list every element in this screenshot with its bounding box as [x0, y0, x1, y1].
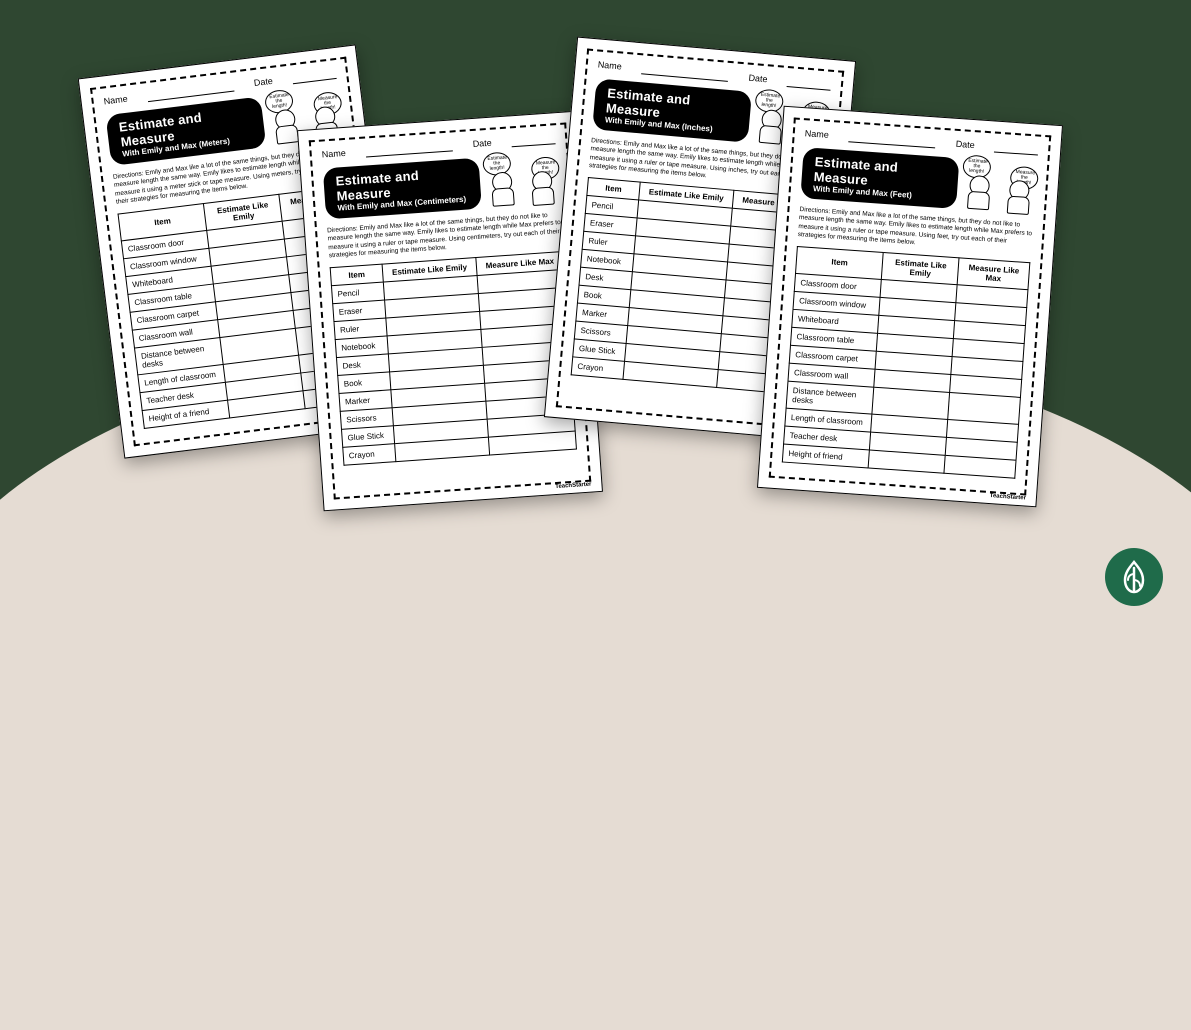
brand-logo-icon	[1105, 548, 1163, 606]
date-label: Date	[472, 138, 492, 150]
header-row: Estimate and Measure With Emily and Max …	[323, 150, 560, 223]
table-body: Classroom doorClassroom windowWhiteboard…	[782, 273, 1028, 478]
worksheet-table: Item Estimate Like Emily Measure Like Ma…	[330, 251, 577, 466]
footer-brand: TeachStarter	[990, 493, 1027, 502]
title-band: Estimate and Measure With Emily and Max …	[592, 78, 752, 142]
worksheet-feet: Name Date Estimate and Measure With Emil…	[757, 106, 1063, 507]
table-body: PencilEraserRulerNotebookDeskBookMarkerS…	[331, 269, 576, 465]
kids-illustration: Estimate the length! Measure the length!	[962, 157, 1037, 210]
title-band: Estimate and Measure With Emily and Max …	[323, 158, 482, 220]
date-label: Date	[748, 73, 768, 86]
title-band: Estimate and Measure With Emily and Max …	[800, 147, 959, 209]
header-row: Estimate and Measure With Emily and Max …	[800, 145, 1037, 218]
kids-illustration: Estimate the length! Measure the length!	[484, 150, 559, 203]
name-label: Name	[597, 59, 622, 72]
name-label: Name	[804, 128, 829, 141]
title-band: Estimate and Measure With Emily and Max …	[105, 96, 266, 166]
date-label: Date	[955, 139, 975, 151]
worksheet-inner: Name Date Estimate and Measure With Emil…	[769, 117, 1052, 495]
worksheet-table: Item Estimate Like Emily Measure Like Ma…	[782, 246, 1031, 479]
worksheet-inner: Name Date Estimate and Measure With Emil…	[309, 122, 591, 499]
date-label: Date	[253, 76, 273, 89]
cell-item: Crayon	[571, 357, 624, 379]
name-label: Name	[103, 94, 128, 108]
name-label: Name	[321, 148, 346, 161]
footer-brand: TeachStarter	[555, 482, 592, 491]
cell-item: Crayon	[343, 443, 396, 465]
cell-measure	[944, 455, 1016, 478]
